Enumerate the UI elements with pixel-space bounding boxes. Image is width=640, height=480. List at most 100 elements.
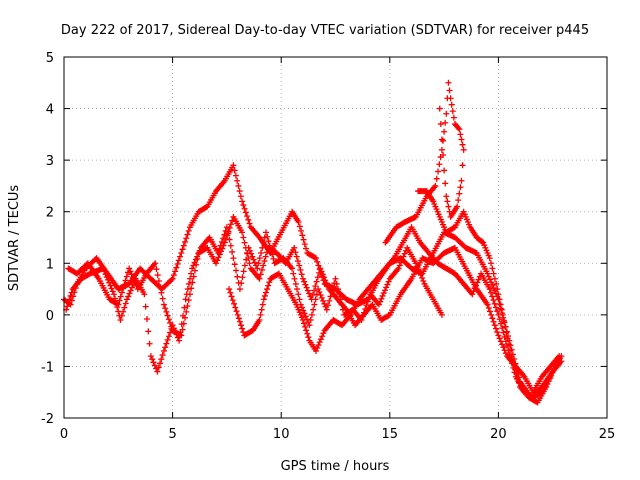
data-point <box>289 265 296 272</box>
data-point <box>149 356 156 363</box>
data-point <box>440 151 447 158</box>
data-point <box>484 301 491 308</box>
data-point <box>160 301 167 308</box>
data-point <box>155 277 162 284</box>
data-point <box>260 262 267 269</box>
data-point <box>400 253 407 260</box>
data-point <box>131 277 138 284</box>
data-point <box>432 182 439 189</box>
data-point <box>305 334 312 341</box>
data-point <box>102 271 109 278</box>
data-point <box>318 294 325 301</box>
x-tick-label: 20 <box>490 427 507 442</box>
data-point <box>160 347 167 354</box>
data-point <box>300 307 307 314</box>
data-point <box>291 275 298 282</box>
data-point <box>508 353 515 360</box>
data-point <box>242 209 249 216</box>
data-point <box>246 220 253 227</box>
data-point <box>455 197 462 204</box>
data-point <box>230 162 237 169</box>
data-point <box>222 235 229 242</box>
data-point <box>440 137 447 144</box>
x-tick-label: 15 <box>382 427 399 442</box>
data-point <box>460 146 467 153</box>
data-point <box>298 271 305 278</box>
data-point <box>215 254 222 261</box>
data-point <box>239 325 246 332</box>
data-point <box>244 249 251 256</box>
data-point <box>194 255 201 262</box>
data-point <box>312 347 319 354</box>
data-point <box>459 162 466 169</box>
data-point <box>107 282 114 289</box>
data-point <box>321 300 328 307</box>
data-point <box>227 242 234 249</box>
data-point <box>141 291 148 298</box>
series-trace-c <box>65 213 563 396</box>
data-point <box>293 253 300 260</box>
data-point <box>379 292 386 299</box>
data-point <box>319 271 326 278</box>
data-point <box>380 290 387 297</box>
data-point <box>378 295 385 302</box>
series-trace-f <box>415 188 565 406</box>
data-point <box>103 274 110 281</box>
data-point <box>118 289 125 296</box>
data-point <box>300 236 307 243</box>
data-point <box>174 261 181 268</box>
data-point <box>326 297 333 304</box>
data-point <box>548 372 555 379</box>
data-point <box>450 114 457 121</box>
data-point <box>485 273 492 280</box>
data-point <box>221 239 228 246</box>
series-trace-b <box>63 224 445 375</box>
data-point <box>302 281 309 288</box>
data-point <box>490 318 497 325</box>
data-point <box>142 303 149 310</box>
data-point <box>303 327 310 334</box>
data-point <box>219 245 226 252</box>
data-point <box>448 101 455 108</box>
data-point <box>116 297 123 304</box>
data-point <box>543 384 550 391</box>
grid-lines <box>64 57 607 418</box>
data-point <box>488 311 495 318</box>
data-point <box>114 300 121 307</box>
series-trace-e <box>382 79 467 246</box>
data-point <box>363 302 370 309</box>
data-point <box>364 298 371 305</box>
data-point <box>185 297 192 304</box>
data-point <box>296 296 303 303</box>
data-point <box>159 295 166 302</box>
data-point <box>178 249 185 256</box>
data-point <box>259 301 266 308</box>
data-point <box>121 304 128 311</box>
data-point <box>67 292 74 299</box>
data-point <box>456 190 463 197</box>
data-point <box>258 306 265 313</box>
data-point <box>233 267 240 274</box>
data-point <box>295 219 302 226</box>
data-point <box>332 275 339 282</box>
data-point <box>486 255 493 262</box>
data-point <box>147 353 154 360</box>
data-point <box>494 286 501 293</box>
data-point <box>437 121 444 128</box>
data-point <box>165 316 172 323</box>
data-point <box>241 239 248 246</box>
data-point <box>306 290 313 297</box>
data-point <box>248 250 255 257</box>
data-point <box>489 282 496 289</box>
data-point <box>491 300 498 307</box>
data-point <box>129 274 136 281</box>
axis-ticks: 0 5 10 15 20 25 -2 -1 0 1 2 3 4 5 <box>41 51 615 442</box>
data-point <box>500 317 507 324</box>
data-point <box>509 357 516 364</box>
data-point <box>489 293 496 300</box>
data-point <box>292 280 299 287</box>
data-point <box>181 304 188 311</box>
data-point <box>65 299 72 306</box>
data-point <box>445 79 452 86</box>
data-point <box>514 375 521 382</box>
